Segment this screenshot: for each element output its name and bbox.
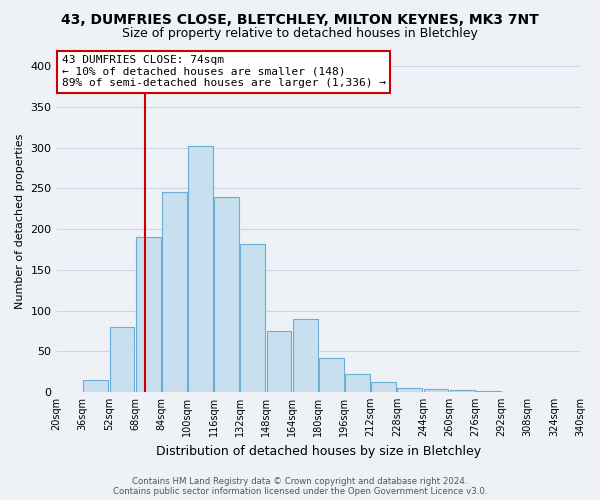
Bar [241, 244, 265, 392]
Y-axis label: Number of detached properties: Number of detached properties [15, 134, 25, 308]
Text: 43 DUMFRIES CLOSE: 74sqm
← 10% of detached houses are smaller (148)
89% of semi-: 43 DUMFRIES CLOSE: 74sqm ← 10% of detach… [62, 55, 386, 88]
Bar [319, 358, 344, 392]
Bar [397, 388, 422, 392]
Bar [83, 380, 108, 392]
Bar [450, 390, 475, 392]
Text: Contains public sector information licensed under the Open Government Licence v3: Contains public sector information licen… [113, 487, 487, 496]
Text: Contains HM Land Registry data © Crown copyright and database right 2024.: Contains HM Land Registry data © Crown c… [132, 478, 468, 486]
Bar [266, 331, 292, 392]
Bar [162, 192, 187, 392]
Text: 43, DUMFRIES CLOSE, BLETCHLEY, MILTON KEYNES, MK3 7NT: 43, DUMFRIES CLOSE, BLETCHLEY, MILTON KE… [61, 12, 539, 26]
Bar [371, 382, 396, 392]
Bar [476, 391, 501, 392]
Bar [293, 318, 317, 392]
Bar [424, 390, 448, 392]
Bar [345, 374, 370, 392]
Bar [188, 146, 213, 392]
Bar [214, 196, 239, 392]
X-axis label: Distribution of detached houses by size in Bletchley: Distribution of detached houses by size … [156, 444, 481, 458]
Text: Size of property relative to detached houses in Bletchley: Size of property relative to detached ho… [122, 28, 478, 40]
Bar [136, 237, 161, 392]
Bar [110, 327, 134, 392]
